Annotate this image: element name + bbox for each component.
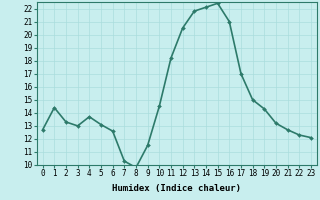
X-axis label: Humidex (Indice chaleur): Humidex (Indice chaleur): [112, 184, 241, 193]
